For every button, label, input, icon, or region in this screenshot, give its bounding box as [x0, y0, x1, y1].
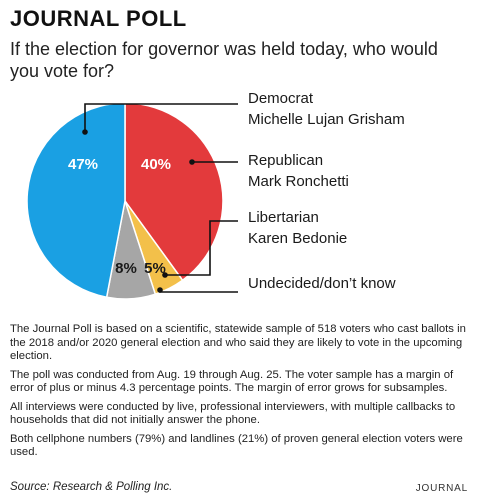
- legend-sublabel-republican: Mark Ronchetti: [248, 173, 349, 190]
- percent-label-republican: 40%: [141, 156, 171, 173]
- percent-labels: 47% 40% 5% 8%: [68, 156, 171, 277]
- legend-label-libertarian: Libertarian: [248, 209, 319, 226]
- leader-lines: [82, 103, 238, 293]
- legend-label-democrat: Democrat: [248, 90, 314, 107]
- percent-label-libertarian: 5%: [144, 260, 166, 277]
- legend-label-republican: Republican: [248, 152, 323, 169]
- leader-dot-libertarian: [162, 272, 168, 278]
- note-dates: The poll was conducted from Aug. 19 thro…: [10, 368, 454, 395]
- note-phones: Both cellphone numbers (79%) and landlin…: [10, 432, 463, 459]
- leader-dot-democrat: [82, 129, 88, 135]
- chart-title: JOURNAL POLL: [10, 6, 187, 31]
- leader-dot-republican: [189, 159, 195, 165]
- leader-line-undecided: [159, 290, 238, 293]
- note-interviews: All interviews were conducted by live, p…: [10, 400, 456, 427]
- leader-line-libertarian: [165, 220, 238, 276]
- leader-line-democrat: [84, 103, 238, 132]
- legend-sublabel-democrat: Michelle Lujan Grisham: [248, 111, 405, 128]
- percent-label-democrat: 47%: [68, 156, 98, 173]
- methodology-notes: The Journal Poll is based on a scientifi…: [10, 323, 472, 465]
- publisher-credit: JOURNAL: [415, 483, 468, 494]
- pie-slices: [26, 102, 224, 300]
- poll-question: If the election for governor was held to…: [10, 39, 438, 81]
- source-line: Source: Research & Polling Inc.: [10, 481, 173, 493]
- pie-slice-democrat: [26, 102, 126, 299]
- legend-label-undecided: Undecided/don’t know: [248, 275, 396, 292]
- legend-sublabel-libertarian: Karen Bedonie: [248, 230, 347, 247]
- leader-dot-undecided: [157, 287, 163, 293]
- percent-label-undecided: 8%: [115, 260, 137, 277]
- note-sample: The Journal Poll is based on a scientifi…: [10, 323, 466, 362]
- pie-slice-republican: [124, 102, 224, 282]
- pie-chart: 47% 40% 5% 8% Democrat Michelle Lujan Grisha…: [26, 90, 405, 300]
- legend-labels: Democrat Michelle Lujan Grisham Republican…: [248, 90, 405, 292]
